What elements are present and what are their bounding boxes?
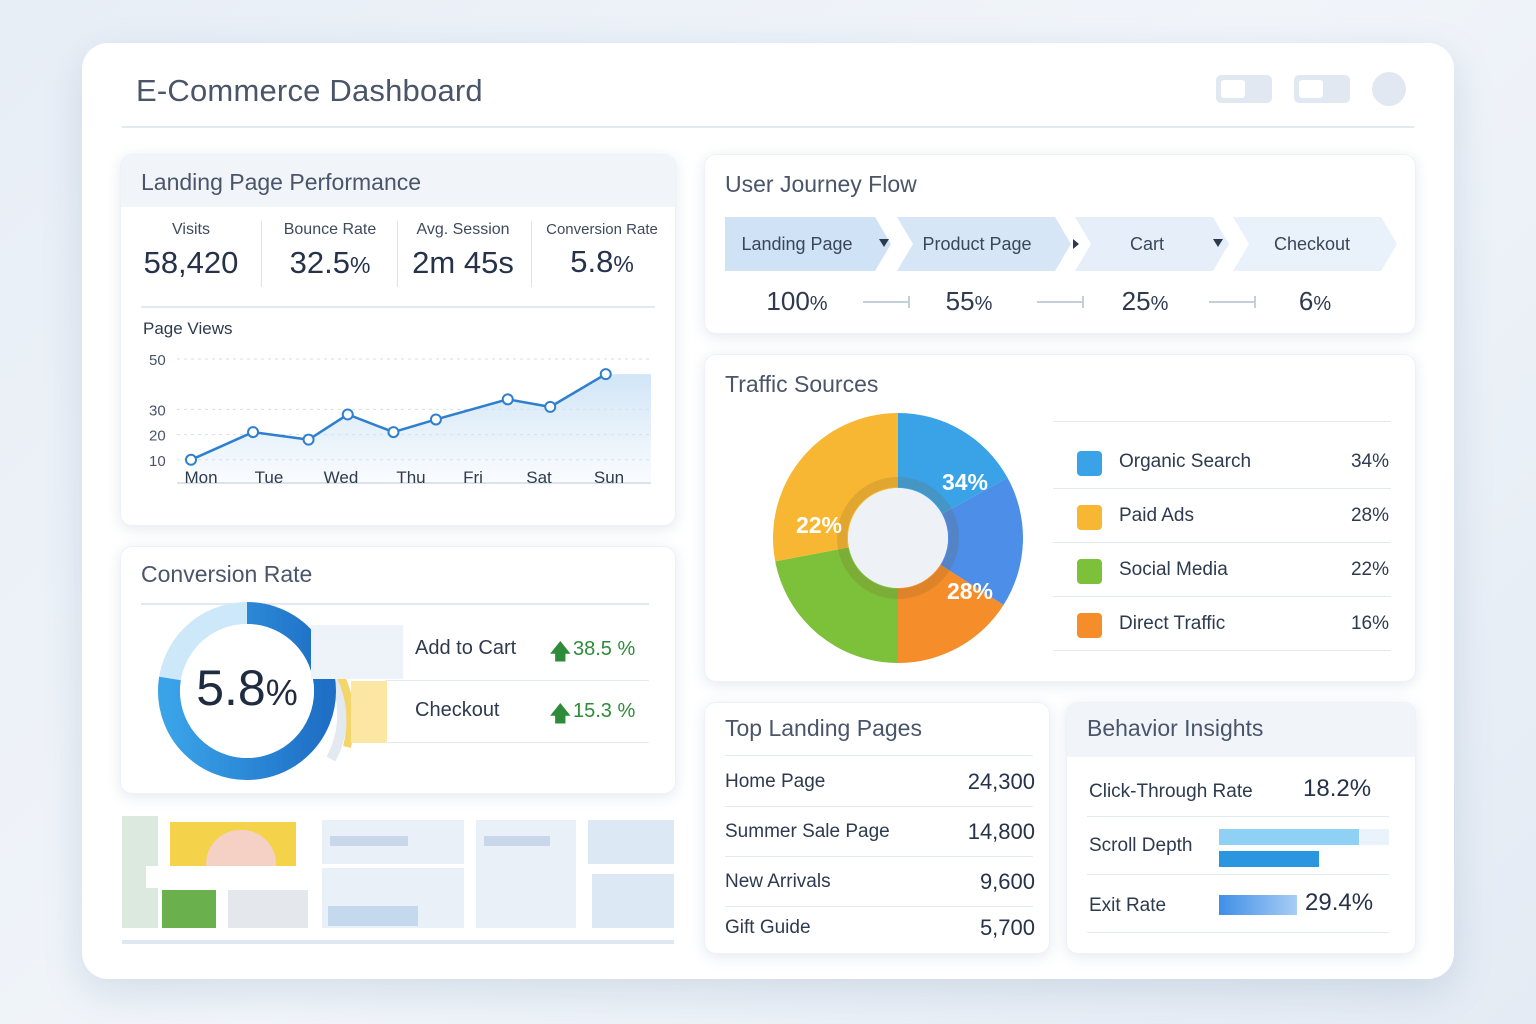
x-tick-label: Fri — [463, 468, 483, 487]
donut-slice — [898, 413, 1008, 514]
stat-bounce-rate: Bounce Rate 32.5% — [283, 221, 377, 280]
journey-funnel: Landing Page Product Page Cart Checkout — [725, 217, 1397, 308]
traffic-sources-title: Traffic Sources — [725, 371, 879, 397]
user-journey-title: User Journey Flow — [725, 171, 917, 197]
legend-swatch — [1077, 613, 1102, 638]
journey-pct: 6% — [1298, 286, 1332, 316]
page-views-label: Page Views — [143, 319, 233, 338]
journey-pct: 55% — [945, 286, 993, 316]
journey-pct: 25% — [1121, 286, 1169, 316]
data-point — [185, 453, 197, 466]
journey-pct: 100% — [766, 286, 828, 316]
area-fill — [191, 374, 651, 483]
top-landing-pages-card: Top Landing Pages Home Page 24,300 Summe… — [704, 702, 1050, 954]
conversion-rate-card: Conversion Rate 5.8% Add to Cart 🡅 38.5 … — [120, 546, 676, 794]
data-point — [302, 433, 315, 446]
journey-step-checkout — [1233, 217, 1397, 271]
thumbnail-strip — [122, 816, 676, 946]
layout-toggle-button[interactable] — [1216, 75, 1272, 103]
journey-step-label: Cart — [1130, 234, 1164, 254]
x-tick-label: Wed — [324, 468, 359, 487]
donut-label: 22% — [796, 512, 842, 538]
behavior-row-exit-rate: Exit Rate 29.4% — [1087, 875, 1389, 933]
landing-performance-card: Landing Page Performance Visits 58,420 B… — [120, 154, 676, 526]
donut-hole — [848, 488, 948, 588]
stat-visits: Visits 58,420 — [143, 221, 239, 280]
journey-step-label: Product Page — [922, 234, 1031, 254]
y-tick-label: 50 — [149, 352, 166, 369]
donut-inner-shadow — [837, 477, 959, 599]
x-tick-label: Tue — [255, 468, 284, 487]
data-point — [544, 400, 557, 413]
donut-slice — [773, 413, 898, 562]
legend-organic-search: Organic Search 34% — [1053, 435, 1391, 489]
donut-slice — [775, 547, 898, 663]
x-tick-label: Sun — [594, 468, 624, 487]
journey-step-cart — [1075, 217, 1229, 271]
arrow-up-icon: 🡅 — [549, 701, 572, 726]
data-point — [341, 408, 354, 421]
donut-label: 28% — [947, 578, 993, 604]
top-landing-pages-title: Top Landing Pages — [725, 715, 922, 741]
donut-slice — [898, 564, 1004, 663]
journey-step-label: Landing Page — [741, 234, 852, 254]
x-tick-label: Mon — [184, 468, 217, 487]
data-point — [247, 426, 260, 439]
avatar[interactable] — [1372, 72, 1406, 106]
table-row[interactable]: New Arrivals 9,600 — [725, 857, 1035, 907]
data-point — [599, 368, 612, 381]
user-journey-card: User Journey Flow Landing Page Product P… — [704, 154, 1416, 334]
stat-avg-session: Avg. Session 2m 45s — [412, 221, 514, 280]
conversion-row-checkout: Checkout 🡅 15.3 % — [385, 681, 649, 743]
behavior-insights-card: Behavior Insights Click-Through Rate 18.… — [1066, 702, 1416, 954]
behavior-row-scroll-depth: Scroll Depth — [1087, 817, 1389, 875]
scroll-depth-bar-fill-2 — [1219, 851, 1319, 867]
chevron-down-icon — [879, 239, 889, 247]
y-tick-label: 30 — [149, 402, 166, 419]
view-toggle-button[interactable] — [1294, 75, 1350, 103]
y-tick-label: 20 — [149, 428, 166, 445]
journey-step-label: Checkout — [1274, 234, 1350, 254]
landing-performance-title: Landing Page Performance — [141, 169, 422, 195]
page-views-chart: 10 20 30 50 Mon Tue Wed Thu Fri Sat Sun — [149, 352, 651, 487]
exit-rate-bar — [1219, 895, 1297, 915]
data-point — [501, 393, 514, 406]
conversion-value: 5.8% — [196, 660, 298, 716]
conversion-gauge — [158, 602, 355, 780]
x-tick-label: Sat — [526, 468, 552, 487]
legend-social-media: Social Media 22% — [1053, 543, 1391, 597]
conversion-row-add-to-cart: Add to Cart 🡅 38.5 % — [385, 619, 649, 681]
page-title: E-Commerce Dashboard — [136, 73, 483, 108]
traffic-donut-chart: 34% 28% 22% — [773, 413, 1023, 663]
legend-direct-traffic: Direct Traffic 16% — [1053, 597, 1391, 651]
traffic-sources-card: Traffic Sources 34% 28% 22% Organic Search… — [704, 354, 1416, 682]
scroll-depth-bar-fill — [1219, 829, 1359, 845]
table-row[interactable]: Home Page 24,300 — [725, 757, 1035, 807]
legend-swatch — [1077, 505, 1102, 530]
legend-paid-ads: Paid Ads 28% — [1053, 489, 1391, 543]
behavior-insights-title: Behavior Insights — [1087, 715, 1264, 741]
y-tick-label: 10 — [149, 453, 166, 470]
conversion-rate-title: Conversion Rate — [141, 561, 313, 587]
table-row[interactable]: Summer Sale Page 14,800 — [725, 807, 1035, 857]
arrow-up-icon: 🡅 — [549, 639, 572, 664]
behavior-row-ctr: Click-Through Rate 18.2% — [1087, 765, 1389, 817]
journey-step-landing — [725, 217, 891, 271]
journey-step-product — [897, 217, 1071, 271]
table-row[interactable]: Gift Guide 5,700 — [725, 915, 1035, 940]
chevron-down-icon — [1213, 239, 1223, 247]
donut-label: 34% — [942, 469, 988, 495]
chevron-right-icon — [1073, 239, 1079, 249]
data-point — [387, 426, 400, 439]
data-point — [429, 413, 442, 426]
x-tick-label: Thu — [396, 468, 425, 487]
header-divider — [122, 126, 1414, 128]
donut-slice — [940, 477, 1023, 605]
legend-swatch — [1077, 451, 1102, 476]
stat-conversion-rate: Conversion Rate 5.8% — [546, 221, 658, 279]
legend-swatch — [1077, 559, 1102, 584]
